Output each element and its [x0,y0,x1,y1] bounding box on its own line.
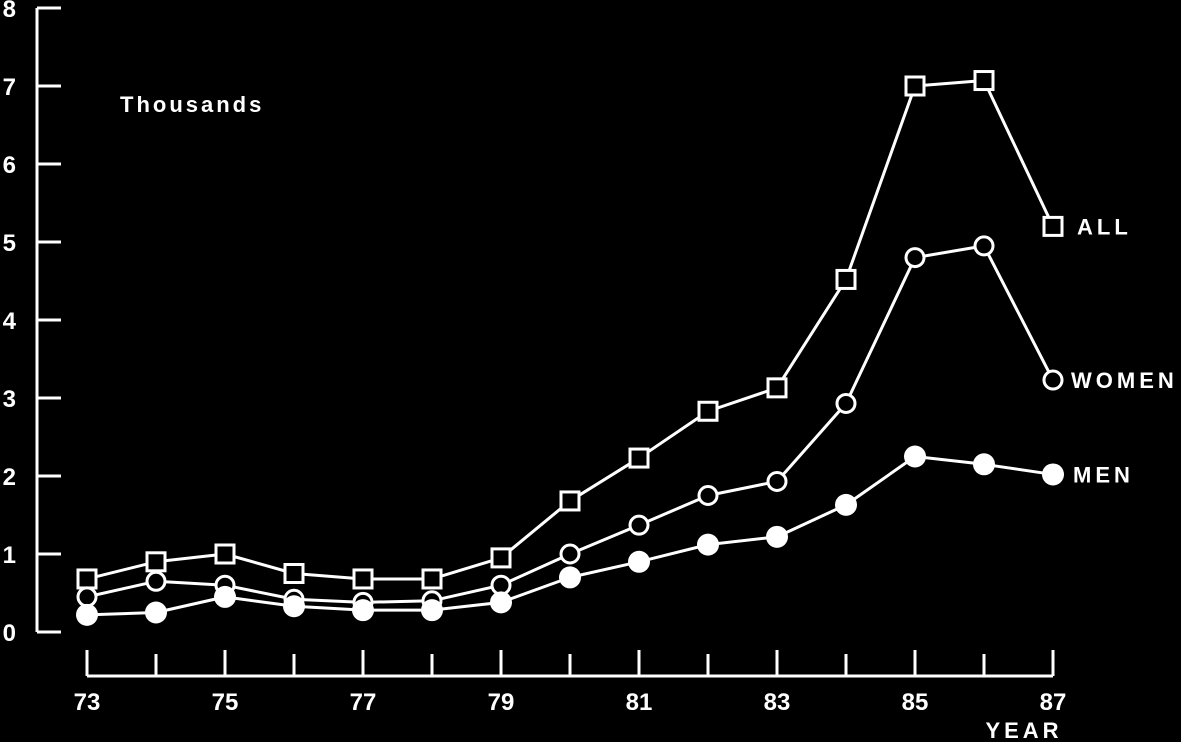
data-point-men [421,599,443,622]
data-point-women [559,543,581,565]
y-tick-label: 0 [3,620,16,647]
data-point-men [76,603,98,626]
data-point-all [421,568,443,590]
data-point-all [283,563,305,584]
data-point-men [697,533,719,556]
series-label-all: ALL [1077,214,1132,239]
data-point-women [973,235,995,257]
data-point-women [1042,369,1064,391]
data-point-all [766,377,788,399]
data-point-men [1042,463,1064,486]
series-men: MEN [76,445,1134,626]
data-point-men [835,493,857,516]
series-label-women: WOMEN [1071,368,1178,393]
data-point-all [214,543,236,565]
data-point-all [76,568,98,590]
x-tick-label: 87 [1040,689,1067,716]
series-layer: ALL WOMEN MEN [76,70,1178,626]
data-point-men [352,599,374,622]
y-tick-label: 4 [3,308,17,335]
data-point-men [145,601,167,624]
data-point-all [490,547,512,569]
y-tick-label: 1 [3,542,16,569]
data-point-men [214,585,236,608]
x-tick-label: 77 [350,689,377,716]
axes: 0 1 2 3 4 5 6 7 8 73 75 77 79 81 83 85 87 [3,0,1067,716]
data-point-women [835,392,857,414]
data-point-men [766,525,788,548]
data-point-women [697,485,719,506]
x-tick-label: 81 [626,689,653,716]
x-tick-label: 85 [902,689,929,716]
data-point-men [490,591,512,614]
data-point-women [628,514,650,536]
data-point-all [904,75,926,97]
data-point-men [283,595,305,618]
data-point-all [628,447,650,469]
x-tick-label: 73 [74,689,101,716]
y-tick-label: 5 [3,230,16,257]
data-point-men [904,445,926,468]
data-point-women [766,470,788,492]
y-tick-label: 7 [3,74,16,101]
x-axis-title: YEAR [985,718,1062,742]
data-point-all [559,490,581,512]
x-tick-label: 75 [212,689,239,716]
data-point-women [76,586,98,608]
y-tick-label: 3 [3,386,16,413]
series-all: ALL [76,70,1132,590]
x-tick-label: 83 [764,689,791,716]
y-tick-label: 8 [3,0,16,23]
data-point-all [1042,215,1064,237]
data-point-women [145,570,167,592]
y-tick-label: 6 [3,152,16,179]
x-tick-label: 79 [488,689,515,716]
y-tick-label: 2 [3,464,16,491]
data-point-all [973,70,995,92]
data-point-all [352,568,374,590]
series-label-men: MEN [1073,462,1134,487]
data-point-all [697,400,719,422]
data-point-all [835,268,857,290]
y-unit-label: Thousands [120,92,264,117]
data-point-women [904,247,926,269]
data-point-men [559,566,581,589]
data-point-men [973,453,995,476]
data-point-men [628,550,650,573]
series-women: WOMEN [76,235,1178,613]
data-point-all [145,551,167,573]
